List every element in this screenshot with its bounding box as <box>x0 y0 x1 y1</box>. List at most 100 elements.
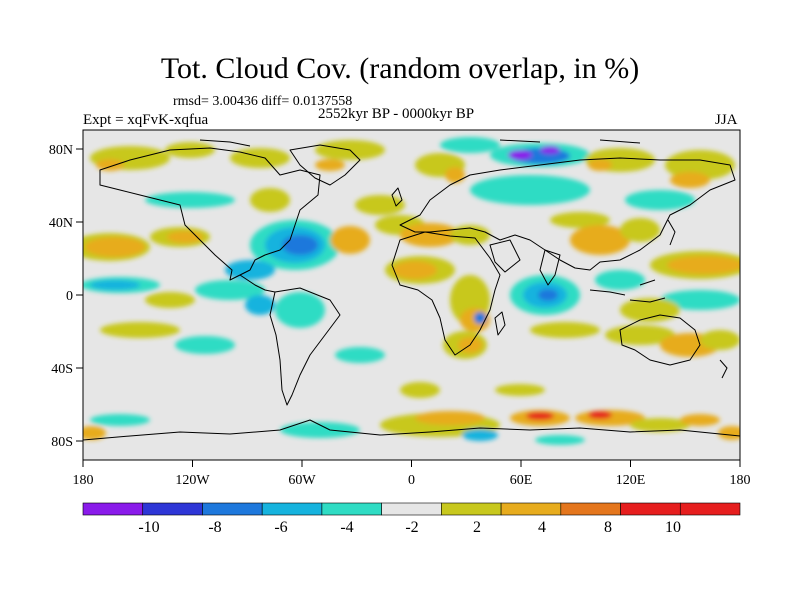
coast-africa <box>391 231 501 356</box>
colorbar-label: 10 <box>665 519 681 536</box>
anomaly-patch-positive <box>530 322 600 338</box>
lon-tick-label: 180 <box>730 473 751 488</box>
season-label: JJA <box>715 112 738 128</box>
coast-south-america <box>269 287 341 406</box>
lon-tick-label: 60E <box>510 473 533 488</box>
anomaly-patch-negative <box>474 312 486 324</box>
colorbar-box <box>441 502 502 516</box>
lon-tick-label: 0 <box>408 473 415 488</box>
map-background <box>83 130 740 460</box>
coast-arctic-islands <box>199 139 641 147</box>
anomaly-patch-positive <box>96 159 124 171</box>
colorbar-labels: -10 -8 -6 -4 -2 2 4 8 10 <box>138 519 681 536</box>
lat-tick-label: 40S <box>51 362 73 377</box>
anomaly-patch-positive <box>100 322 180 338</box>
anomaly-patch-negative <box>660 290 740 310</box>
colorbar-label: -10 <box>138 519 159 536</box>
lat-tick-label: 40N <box>49 216 73 231</box>
anomaly-patch-negative <box>440 137 500 153</box>
coast-central-america <box>239 274 276 293</box>
coast-australia <box>619 314 701 366</box>
anomaly-patch-positive <box>83 426 106 440</box>
coast-antarctica <box>83 419 740 441</box>
colorbar-box <box>321 502 382 516</box>
anomaly-patch-negative <box>175 336 235 354</box>
anomaly-patch-positive <box>250 188 290 212</box>
lon-tick-label: 60W <box>288 473 316 488</box>
anomaly-patch-positive <box>718 426 740 440</box>
anomaly-patch-positive <box>570 225 630 255</box>
anomaly-patch-positive <box>400 382 440 398</box>
lon-tick-label: 120W <box>175 473 210 488</box>
colorbar-label: 2 <box>473 519 481 536</box>
colorbar-box <box>261 502 323 516</box>
anomaly-patch-negative <box>538 289 558 301</box>
anomaly-patch-positive <box>330 226 370 254</box>
anomaly-patch-negative <box>275 292 325 328</box>
anomaly-patch-negative <box>335 347 385 363</box>
anomaly-patch-positive <box>667 256 740 274</box>
anomaly-patch-positive <box>355 195 405 215</box>
lon-tick-labels: 180 120W 60W 0 60E 120E 180 <box>73 473 751 488</box>
coast-greenland <box>289 144 361 186</box>
anomaly-patch-negative <box>90 414 150 426</box>
map-title: Tot. Cloud Cov. (random overlap, in %) <box>160 52 640 85</box>
lat-tick-labels: 80N 40N 0 40S 80S <box>49 143 73 450</box>
colorbar-box <box>560 502 621 516</box>
anomaly-patch-positive <box>415 411 485 425</box>
anomaly-patch-negative <box>280 422 360 438</box>
anomaly-patch-positive <box>620 218 660 242</box>
anomaly-patch-positive <box>315 159 345 171</box>
anomaly-patch-positive <box>670 172 710 188</box>
anomaly-patch-positive <box>550 212 610 228</box>
anomaly-patch-negative <box>245 295 275 315</box>
colorbar: -10 -8 -6 -4 -2 2 4 8 10 <box>82 502 741 536</box>
anomaly-patch-negative <box>462 429 498 441</box>
anomaly-patch-positive <box>630 418 690 432</box>
anomaly-patch-positive <box>495 384 545 396</box>
anomaly-patch-positive <box>665 150 735 180</box>
coast-japan <box>667 219 676 246</box>
anomaly-field <box>83 137 740 445</box>
anomaly-patch-negative <box>540 146 560 154</box>
colorbar-label: 4 <box>538 519 546 536</box>
colorbar-label: -6 <box>274 519 287 536</box>
anomaly-patch-positive <box>680 414 720 426</box>
lat-tick-label: 0 <box>66 289 73 304</box>
anomaly-patch-negative <box>470 175 590 205</box>
colorbar-box <box>679 502 741 516</box>
colorbar-box <box>82 502 144 516</box>
anomaly-patch-negative <box>145 192 235 208</box>
colorbar-boxes <box>82 502 741 516</box>
anomaly-patch-positive <box>393 261 437 279</box>
coast-madagascar <box>494 311 506 336</box>
anomaly-patch-positive <box>165 142 215 158</box>
anomaly-patch-negative <box>90 280 140 290</box>
anomaly-patch-positive <box>85 237 145 257</box>
anomaly-patch-positive <box>145 292 195 308</box>
lon-tick-marks <box>82 460 741 467</box>
coast-north-america <box>99 147 321 281</box>
anomaly-patch-negative <box>595 270 645 290</box>
coast-india <box>539 249 561 286</box>
anomaly-patch-positive <box>588 411 612 419</box>
coastlines <box>83 139 740 441</box>
colorbar-box <box>500 502 562 516</box>
colorbar-label: 8 <box>604 519 612 536</box>
anomaly-patch-negative <box>195 280 265 300</box>
colorbar-label: -2 <box>405 519 418 536</box>
lat-tick-marks <box>76 148 83 442</box>
colorbar-box <box>381 502 442 516</box>
anomaly-patch-negative <box>535 435 585 445</box>
anomaly-patch-negative <box>625 190 695 210</box>
coast-new-zealand <box>719 359 728 379</box>
anomaly-patch-positive <box>400 223 460 247</box>
anomaly-patch-positive <box>526 412 554 420</box>
colorbar-box <box>142 502 203 516</box>
anomaly-patch-positive <box>230 148 290 168</box>
colorbar-label: -4 <box>340 519 353 536</box>
colorbar-label: -8 <box>208 519 221 536</box>
anomaly-patch-positive <box>605 325 675 345</box>
coast-arabia <box>489 239 521 273</box>
